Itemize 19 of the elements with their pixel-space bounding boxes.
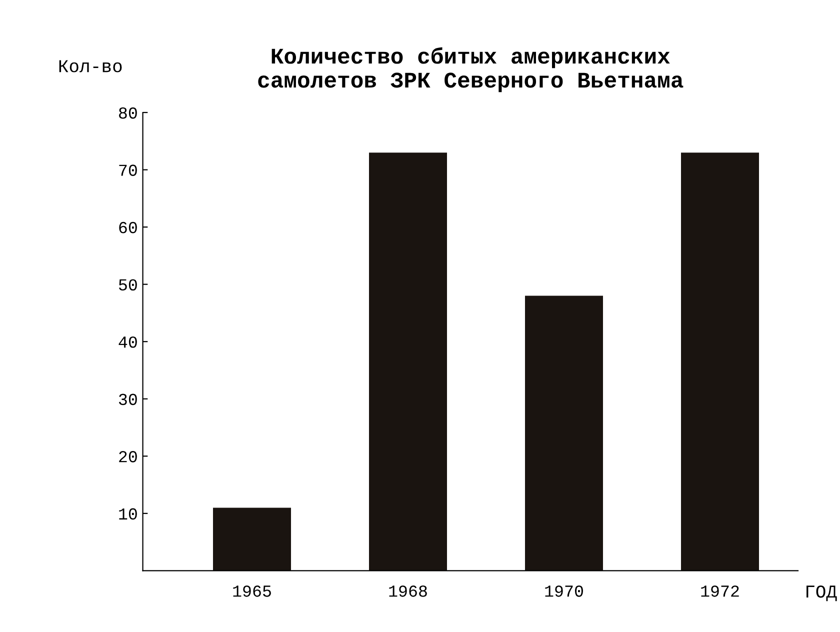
x-tick-label: 1970 [545,586,583,597]
y-tick-label: 20 [119,451,137,462]
y-tick-label: 40 [118,336,137,348]
bar [525,296,603,571]
x-tick-label: 1972 [701,586,739,597]
y-tick-label: 80 [119,107,137,119]
y-tick-label: 60 [119,222,137,234]
bar [369,152,447,571]
y-tick-label: 70 [119,164,137,176]
x-axis-title: ГОД [806,585,837,602]
y-tick-label: 50 [118,279,137,291]
chart-title: Количество сбитых американских самолетов ЗРК Северного Вьетнама [258,47,684,92]
y-tick-label: 10 [119,508,137,520]
y-axis-title: Кол-во [59,60,122,72]
x-tick-label: 1965 [233,586,271,597]
x-tick-label: 1968 [389,586,427,597]
bar [681,152,759,571]
y-tick-label: 30 [118,394,137,406]
bar [213,508,291,571]
